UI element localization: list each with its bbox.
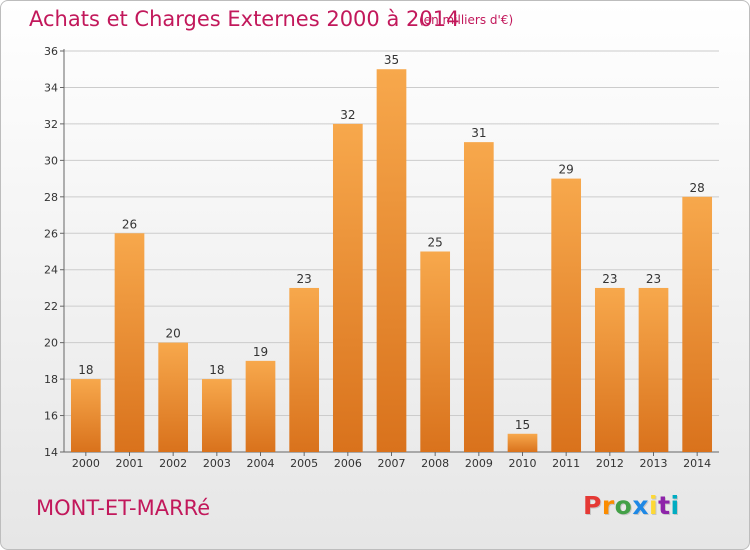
y-tick-label: 34 [44, 81, 58, 94]
bar-2009 [463, 142, 494, 453]
logo-letter: x [632, 491, 649, 520]
data-label-2007: 35 [384, 53, 399, 67]
bar-2004 [245, 360, 276, 452]
x-tick-label-2003: 2003 [203, 457, 231, 470]
data-label-2004: 19 [253, 345, 268, 359]
data-label-2002: 20 [166, 327, 181, 341]
y-tick-label: 18 [44, 373, 58, 386]
proxiti-logo: Proxiti [583, 491, 680, 520]
data-label-2014: 28 [690, 181, 705, 195]
x-tick-label-2014: 2014 [683, 457, 711, 470]
bar-2000 [70, 379, 101, 452]
tick-labels: 14 16 18 20 22 24 26 28 30 32 34 36 2000 2001 2002 2003… [44, 45, 711, 470]
data-label-2008: 25 [428, 236, 443, 250]
data-label-2003: 18 [209, 363, 224, 377]
x-tick-label-2005: 2005 [290, 457, 318, 470]
bar-2006 [332, 123, 363, 452]
x-tick-label-2013: 2013 [640, 457, 668, 470]
x-tick-label-2004: 2004 [247, 457, 275, 470]
data-label-2005: 23 [297, 272, 312, 286]
logo-letter: r [601, 491, 615, 520]
y-tick-label: 36 [44, 45, 58, 58]
logo-letter: i [670, 491, 680, 520]
bar-2005 [289, 287, 320, 452]
bar-2007 [376, 69, 407, 453]
x-tick-label-2006: 2006 [334, 457, 362, 470]
data-label-2000: 18 [78, 363, 93, 377]
bar-2003 [201, 379, 232, 452]
x-tick-label-2008: 2008 [421, 457, 449, 470]
y-tick-label: 24 [44, 264, 58, 277]
bar-2008 [420, 251, 451, 452]
y-tick-label: 22 [44, 300, 58, 313]
data-label-2006: 32 [340, 108, 355, 122]
bar-2013 [638, 287, 669, 452]
data-label-2012: 23 [602, 272, 617, 286]
x-tick-label-2002: 2002 [159, 457, 187, 470]
y-tick-label: 20 [44, 337, 58, 350]
y-tick-label: 32 [44, 118, 58, 131]
x-tick-label-2009: 2009 [465, 457, 493, 470]
data-label-2010: 15 [515, 418, 530, 432]
chart-unit: (en milliers d'€) [419, 13, 514, 27]
data-label-2001: 26 [122, 217, 137, 231]
x-tick-label-2011: 2011 [552, 457, 580, 470]
y-tick-label: 16 [44, 410, 58, 423]
logo-letter: i [649, 491, 659, 520]
chart-title: Achats et Charges Externes 2000 à 2014 [29, 7, 460, 31]
data-labels: 18 26 20 18 19 23 32 35 25 31 15 29 23 23 28 [78, 53, 705, 432]
logo-letter: P [583, 491, 602, 520]
data-label-2011: 29 [559, 163, 574, 177]
y-tick-label: 30 [44, 154, 58, 167]
bar-2014 [682, 196, 713, 452]
bar-2001 [114, 233, 145, 452]
bars [70, 69, 713, 453]
data-label-2009: 31 [471, 126, 486, 140]
bar-2002 [158, 342, 189, 452]
y-tick-label: 28 [44, 191, 58, 204]
bar-2010 [507, 433, 538, 452]
data-label-2013: 23 [646, 272, 661, 286]
y-tick-label: 14 [44, 446, 58, 459]
y-tick-label: 26 [44, 227, 58, 240]
logo-letter: o [614, 491, 633, 520]
x-tick-label-2012: 2012 [596, 457, 624, 470]
bar-2011 [551, 178, 582, 452]
bar-2012 [594, 287, 625, 452]
x-tick-label-2010: 2010 [509, 457, 537, 470]
logo-letter: t [658, 491, 671, 520]
place-name: MONT-ET-MARRé [36, 496, 211, 520]
x-tick-label-2001: 2001 [116, 457, 144, 470]
x-tick-label-2000: 2000 [72, 457, 100, 470]
x-tick-label-2007: 2007 [378, 457, 406, 470]
